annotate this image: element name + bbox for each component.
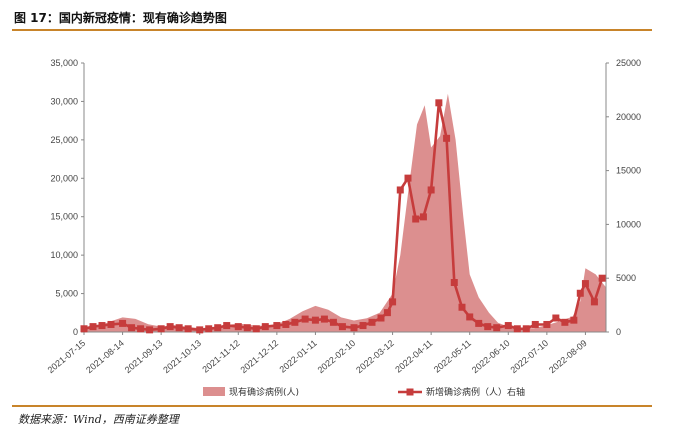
chart-legend: 现有确诊病例(人) 新增确诊病例（人）右轴 [203, 386, 525, 398]
new-cases-marker [252, 325, 260, 333]
y-left-tick-label: 0 [73, 327, 78, 337]
new-cases-marker [404, 174, 412, 182]
new-cases-marker [205, 325, 213, 333]
series-line-new-cases [83, 101, 604, 332]
new-cases-marker [443, 134, 451, 142]
y-right-tick-label: 20000 [616, 112, 641, 122]
new-cases-marker [581, 280, 589, 288]
x-tick-label: 2021-08-14 [84, 338, 126, 375]
new-cases-marker [175, 324, 183, 332]
new-cases-marker [504, 322, 512, 330]
y-left-tick-label: 30,000 [50, 96, 78, 106]
new-cases-marker [561, 318, 569, 326]
new-cases-marker [484, 323, 492, 331]
new-cases-marker [396, 186, 404, 194]
legend-swatch-area [203, 387, 225, 396]
new-cases-marker [261, 323, 269, 331]
x-tick-label: 2022-03-12 [354, 338, 396, 375]
new-cases-marker [320, 315, 328, 323]
new-cases-marker [107, 320, 115, 328]
new-cases-marker [273, 322, 281, 330]
new-cases-marker [475, 319, 483, 327]
new-cases-marker [350, 324, 358, 332]
new-cases-marker [223, 322, 231, 330]
x-tick-label: 2021-11-12 [200, 338, 241, 375]
new-cases-marker [531, 320, 539, 328]
new-cases-marker [543, 320, 551, 328]
new-cases-marker [493, 324, 501, 332]
figure-title: 图 17：国内新冠疫情：现有确诊趋势图 [14, 11, 227, 25]
source-note: 数据来源：Wind，西南证券整理 [18, 413, 179, 426]
new-cases-marker [80, 325, 88, 333]
series-area-current-cases [84, 93, 606, 332]
y-left-tick-label: 10,000 [50, 250, 78, 260]
new-cases-marker [450, 279, 458, 287]
new-cases-marker [368, 318, 376, 326]
y-right-tick-label: 25000 [616, 58, 641, 68]
y-right-tick-label: 10000 [616, 219, 641, 229]
x-tick-label: 2022-08-09 [547, 338, 589, 375]
source-rule [12, 405, 652, 407]
new-cases-marker [137, 325, 145, 333]
new-cases-marker [157, 325, 165, 333]
new-cases-marker [243, 324, 251, 332]
new-cases-marker [338, 323, 346, 331]
new-cases-marker [427, 186, 435, 194]
new-cases-marker [98, 322, 106, 330]
y-left-tick-label: 5,000 [55, 289, 78, 299]
y-left-tick-label: 35,000 [50, 58, 78, 68]
new-cases-marker [301, 315, 309, 323]
new-cases-marker [184, 325, 192, 333]
x-tick-label: 2022-01-11 [278, 338, 319, 375]
new-cases-marker [598, 274, 606, 282]
y-left-tick-label: 20,000 [50, 173, 78, 183]
legend-swatch-marker [406, 388, 414, 396]
x-tick-label: 2022-07-10 [508, 338, 550, 375]
new-cases-marker [329, 318, 337, 326]
x-tick-label: 2021-10-13 [161, 338, 203, 375]
x-tick-label: 2021-09-13 [123, 338, 165, 375]
new-cases-marker [435, 99, 443, 107]
x-tick-label: 2021-07-15 [46, 338, 88, 375]
x-tick-label: 2022-06-10 [470, 338, 512, 375]
new-cases-marker [377, 314, 385, 322]
legend-label-line: 新增确诊病例（人）右轴 [426, 386, 525, 398]
new-cases-marker [513, 325, 521, 333]
title-rule [12, 29, 652, 31]
new-cases-marker [311, 316, 319, 324]
new-cases-marker [359, 322, 367, 330]
new-cases-marker [291, 318, 299, 326]
covid-chart: 0 5,000 10,000 15,000 20,000 25,000 30,000 35,0… [46, 58, 641, 398]
y-right-tick-label: 15000 [616, 166, 641, 176]
new-cases-marker [570, 316, 578, 324]
new-cases-marker [389, 298, 397, 306]
x-tick-label: 2022-04-11 [393, 338, 434, 375]
new-cases-marker [576, 289, 584, 297]
new-cases-marker [166, 323, 174, 331]
new-cases-marker [383, 309, 391, 317]
new-cases-marker [234, 323, 242, 331]
new-cases-marker [282, 320, 290, 328]
new-cases-marker [466, 313, 474, 321]
new-cases-marker [522, 325, 530, 333]
new-cases-marker [119, 319, 127, 327]
y-left-tick-label: 15,000 [50, 212, 78, 222]
new-cases-marker [146, 326, 154, 334]
new-cases-marker [214, 324, 222, 332]
x-tick-label: 2022-02-10 [316, 338, 358, 375]
x-tick-label: 2022-05-11 [432, 338, 473, 375]
new-cases-marker [590, 298, 598, 306]
new-cases-marker [196, 326, 204, 334]
new-cases-marker [552, 314, 560, 322]
new-cases-marker [128, 324, 136, 332]
new-cases-marker [89, 323, 97, 331]
y-right-tick-label: 0 [616, 327, 621, 337]
x-tick-label: 2021-12-12 [238, 338, 280, 375]
new-cases-marker [458, 303, 466, 311]
legend-label-area: 现有确诊病例(人) [229, 386, 299, 398]
new-cases-marker [412, 215, 420, 223]
y-left-tick-label: 25,000 [50, 135, 78, 145]
y-right-tick-label: 5000 [616, 273, 636, 283]
new-cases-marker [419, 213, 427, 221]
